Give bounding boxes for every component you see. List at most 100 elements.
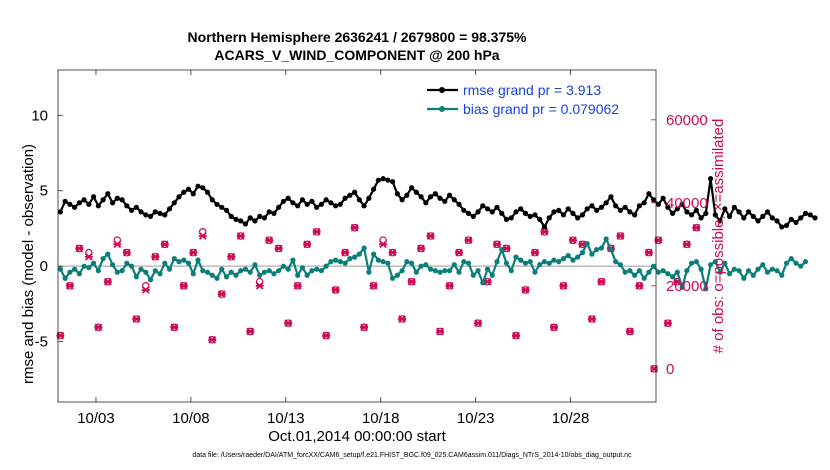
rmse-point	[456, 201, 462, 207]
bias-point	[774, 268, 780, 274]
bias-point	[798, 263, 804, 269]
bias-point	[508, 268, 514, 274]
obs-assimilated-marker	[369, 281, 378, 290]
obs-assimilated-marker	[217, 290, 226, 298]
bias-point	[413, 269, 419, 275]
x-tick-label: 10/13	[267, 410, 305, 427]
bias-point	[470, 272, 476, 278]
bias-point	[598, 245, 605, 251]
rmse-point	[181, 189, 187, 195]
bias-point	[707, 262, 714, 268]
rmse-point	[333, 203, 339, 209]
rmse-point	[214, 201, 220, 207]
y-tick-label-left: 0	[40, 258, 48, 275]
rmse-point	[166, 206, 173, 212]
bias-point	[480, 280, 486, 286]
rmse-point	[90, 194, 97, 200]
plot-area	[58, 70, 656, 402]
bias-point	[579, 250, 586, 256]
rmse-point	[119, 197, 125, 203]
obs-possible-marker	[650, 364, 658, 373]
y-axis-label-left: rmse and bias (model - observation)	[20, 144, 37, 384]
rmse-point	[105, 191, 111, 197]
rmse-point	[219, 204, 225, 210]
bias-point	[755, 266, 761, 272]
rmse-point	[798, 215, 804, 221]
rmse-point	[100, 197, 106, 203]
rmse-point	[693, 207, 699, 213]
rmse-point	[195, 183, 201, 189]
bias-point	[371, 251, 377, 257]
bias-point	[114, 269, 120, 275]
rmse-point	[522, 210, 529, 216]
y-tick-label-right: 40000	[666, 195, 708, 212]
rmse-point	[660, 195, 666, 201]
rmse-point	[290, 200, 296, 206]
rmse-point	[209, 197, 215, 203]
y-tick-label-right: 0	[666, 361, 674, 378]
obs-assimilated-marker	[493, 240, 502, 249]
rmse-point	[200, 185, 206, 191]
rmse-point	[190, 191, 196, 197]
bias-point	[247, 269, 253, 275]
rmse-point	[389, 179, 396, 185]
bias-point	[760, 262, 766, 268]
bias-point	[109, 262, 116, 268]
rmse-point	[764, 209, 771, 215]
bias-point	[261, 269, 268, 275]
obs-assimilated-marker	[360, 323, 369, 332]
obs-assimilated-marker	[189, 248, 198, 257]
bias-point	[67, 269, 73, 275]
rmse-point	[651, 197, 657, 203]
obs-assimilated-marker	[530, 248, 539, 257]
bias-point	[565, 253, 571, 259]
bias-point	[551, 257, 557, 263]
bias-point	[655, 269, 661, 275]
rmse-point	[133, 204, 139, 210]
rmse-point	[665, 204, 671, 210]
bias-point	[722, 260, 728, 266]
bias-point	[427, 266, 434, 272]
rmse-point	[385, 177, 391, 183]
bias-point	[394, 272, 400, 278]
rmse-point	[109, 200, 116, 206]
obs-assimilated-marker	[94, 323, 103, 332]
rmse-point	[494, 204, 500, 210]
bias-point	[314, 266, 320, 272]
rmse-point	[688, 212, 695, 218]
rmse-point	[404, 192, 410, 198]
rmse-point	[276, 204, 282, 210]
rmse-point	[442, 198, 448, 204]
obs-assimilated-marker	[635, 281, 644, 290]
obs-assimilated-marker	[625, 327, 634, 336]
bias-point	[627, 268, 633, 274]
bias-point	[688, 260, 695, 266]
rmse-point	[774, 218, 780, 224]
bias-point	[100, 256, 106, 262]
bias-point	[81, 263, 87, 269]
rmse-point	[745, 209, 752, 215]
rmse-point	[779, 224, 785, 230]
bias-point	[133, 274, 139, 280]
bias-point	[323, 263, 329, 269]
bias-point	[575, 254, 581, 260]
bias-point	[147, 277, 154, 283]
bias-point	[560, 256, 567, 262]
bias-point	[72, 266, 78, 272]
bias-point	[465, 260, 472, 266]
rmse-point	[124, 203, 130, 209]
rmse-point	[636, 203, 642, 209]
legend-label: rmse grand pr = 3.913	[463, 82, 601, 98]
bias-point	[793, 260, 799, 266]
x-tick-label: 10/18	[362, 410, 400, 427]
bias-point	[166, 266, 173, 272]
bias-point	[185, 260, 192, 266]
bias-point	[603, 236, 609, 242]
rmse-point	[399, 197, 405, 203]
bias-point	[95, 268, 101, 274]
bias-point	[62, 275, 68, 281]
bias-point	[712, 259, 718, 265]
rmse-point	[570, 210, 576, 216]
obs-assimilated-marker	[511, 331, 520, 340]
rmse-point	[446, 192, 453, 198]
